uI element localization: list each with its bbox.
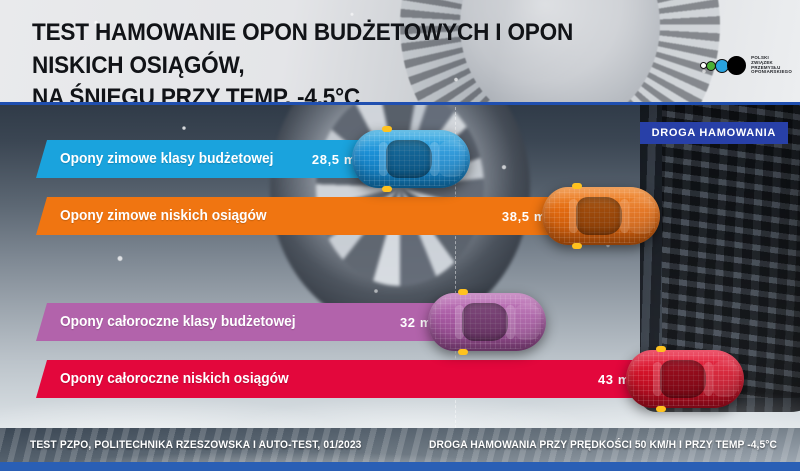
car-icon-winter-lowperf	[542, 183, 660, 249]
logo-line-1: POLSKI	[751, 55, 770, 60]
bar-value: 28,5 m	[311, 151, 356, 167]
car-icon-allseason-budget	[428, 289, 546, 355]
bar-row-winter-lowperf: Opony zimowe niskich osiągów 38,5 m	[36, 197, 560, 235]
logo-line-3: PRZEMYSŁU	[751, 64, 781, 70]
bar-label: Opony zimowe niskich osiągów	[60, 208, 267, 224]
status-badge-braking-distance: DROGA HAMOWANIA	[639, 122, 788, 144]
bar-label: Opony zimowe klasy budżetowej	[60, 151, 274, 167]
footer-source-text: TEST PZPO, POLITECHNIKA RZESZOWSKA I AUT…	[30, 439, 362, 451]
bar-row-allseason-lowperf: Opony całoroczne niskich osiągów 43 m	[36, 360, 644, 398]
bottom-accent-strip	[0, 462, 800, 471]
car-icon-winter-budget	[352, 126, 470, 192]
pzpo-logo: POLSKI ZWIĄZEK PRZEMYSŁU OPONIARSKIEGO	[700, 55, 792, 75]
scene-divider	[0, 102, 800, 105]
logo-text: POLSKI ZWIĄZEK PRZEMYSŁU OPONIARSKIEGO	[751, 55, 792, 75]
car-icon-allseason-lowperf	[626, 346, 744, 412]
logo-line-4: OPONIARSKIEGO	[751, 69, 792, 75]
bar-row-allseason-budget: Opony całoroczne klasy budżetowej 32 m	[36, 303, 446, 341]
bar-label: Opony całoroczne klasy budżetowej	[60, 314, 296, 330]
logo-circles-icon	[700, 56, 747, 75]
header-banner: TEST HAMOWANIE OPON BUDŻETOWYCH I OPON N…	[0, 0, 800, 102]
bar-label: Opony całoroczne niskich osiągów	[60, 371, 289, 387]
bar-row-winter-budget: Opony zimowe klasy budżetowej 28,5 m	[36, 140, 370, 178]
snow-texture-header	[0, 0, 800, 102]
page-title: TEST HAMOWANIE OPON BUDŻETOWYCH I OPON N…	[32, 19, 574, 102]
bar-value: 38,5 m	[501, 208, 546, 224]
logo-line-2: ZWIĄZEK	[751, 59, 773, 65]
chart-scene: Opony zimowe klasy budżetowej 28,5 m Opo…	[0, 102, 800, 428]
footer-conditions-text: DROGA HAMOWANIA PRZY PRĘDKOŚCI 50 KM/H I…	[429, 439, 778, 451]
